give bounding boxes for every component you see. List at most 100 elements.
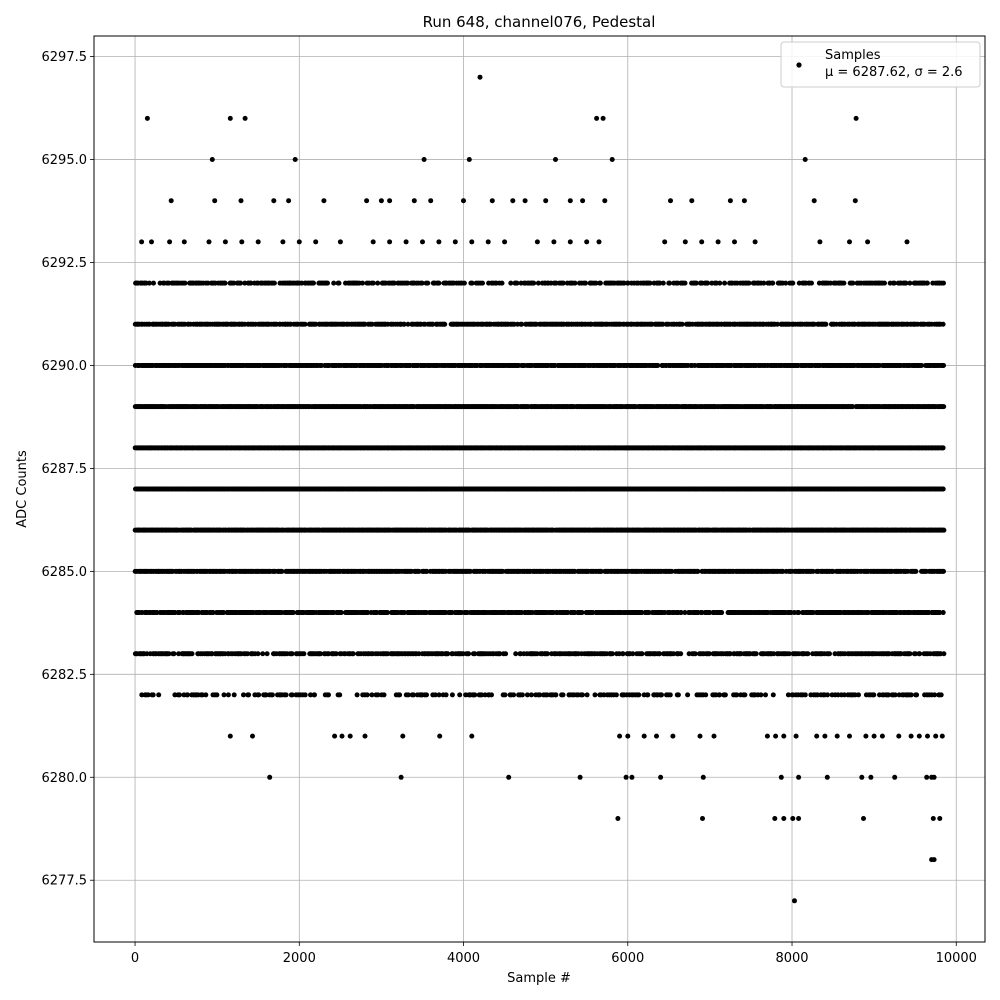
sample-point	[443, 692, 449, 698]
sample-point	[753, 651, 759, 657]
sample-point	[210, 610, 216, 616]
sample-point	[913, 651, 918, 657]
sample-point	[318, 651, 324, 657]
sample-point	[364, 692, 370, 698]
sample-point	[326, 692, 331, 698]
sample-point	[937, 610, 943, 616]
sample-point	[703, 692, 709, 698]
sample-point	[609, 651, 615, 657]
sample-point	[785, 692, 791, 698]
sample-point	[758, 692, 764, 698]
sample-point	[560, 692, 566, 698]
sample-point	[524, 692, 530, 698]
sample-point	[502, 692, 508, 698]
sample-point	[519, 692, 525, 698]
sample-point	[156, 692, 162, 698]
sample-point	[553, 692, 559, 698]
sample-point	[221, 610, 226, 616]
sample-point	[584, 692, 590, 698]
sample-point	[369, 692, 375, 698]
sample-point	[246, 692, 252, 698]
sample-point	[796, 610, 802, 616]
sample-point	[189, 651, 195, 657]
sample-point	[771, 651, 777, 657]
sample-point	[802, 692, 808, 698]
sample-point	[381, 692, 387, 698]
sample-point	[940, 610, 946, 616]
sample-point	[145, 692, 151, 698]
sample-point	[466, 651, 472, 657]
sample-point	[269, 692, 275, 698]
sample-point	[350, 651, 356, 657]
sample-point	[825, 692, 830, 698]
sample-point	[707, 610, 713, 616]
sample-point	[432, 692, 438, 698]
sample-point	[941, 568, 946, 574]
sample-point	[503, 651, 509, 657]
sample-point	[256, 692, 262, 698]
sample-point	[302, 692, 308, 698]
sample-point	[580, 692, 585, 698]
sample-point	[639, 651, 645, 657]
sample-point	[722, 692, 728, 698]
sample-point	[871, 692, 877, 698]
sample-point	[289, 692, 295, 698]
sample-point	[678, 651, 684, 657]
sample-point	[467, 568, 473, 574]
sample-point	[177, 692, 182, 698]
sample-point	[472, 692, 478, 698]
sample-point	[657, 651, 662, 657]
sample-point	[225, 692, 231, 698]
sample-point	[685, 692, 691, 698]
sample-point	[449, 692, 455, 698]
sample-point	[719, 610, 725, 616]
sample-point	[706, 651, 712, 657]
sample-point	[479, 692, 485, 698]
sample-point	[511, 692, 517, 698]
sample-point	[913, 568, 919, 574]
sample-point	[892, 692, 898, 698]
sample-point	[805, 651, 811, 657]
sample-point	[630, 651, 636, 657]
sample-point	[940, 445, 946, 451]
sample-point	[786, 651, 792, 657]
sample-point	[907, 651, 913, 657]
sample-point	[810, 568, 816, 574]
sample-point	[827, 651, 832, 657]
sample-point	[841, 692, 847, 698]
sample-point	[682, 610, 688, 616]
sample-point	[544, 651, 550, 657]
sample-point	[279, 568, 285, 574]
sample-point	[613, 692, 619, 698]
sample-point	[150, 692, 156, 698]
sample-point	[264, 651, 270, 657]
sample-point	[678, 610, 684, 616]
sample-point	[513, 651, 519, 657]
sample-point	[914, 692, 920, 698]
sample-point	[424, 692, 429, 698]
sample-point	[669, 568, 675, 574]
sample-point	[354, 692, 360, 698]
sample-point	[636, 692, 642, 698]
sample-point	[695, 568, 701, 574]
sample-point	[231, 692, 237, 698]
sample-point	[727, 651, 733, 657]
sample-point	[537, 692, 543, 698]
sample-point	[472, 651, 478, 657]
sample-point	[659, 692, 664, 698]
sample-point	[938, 692, 944, 698]
sample-point	[528, 692, 534, 698]
sample-points	[132, 74, 947, 904]
sample-point	[763, 692, 768, 698]
sample-point	[667, 692, 673, 698]
sample-point	[436, 692, 442, 698]
sample-point	[692, 651, 698, 657]
sample-point	[338, 610, 344, 616]
sample-point	[337, 692, 343, 698]
sample-point	[260, 651, 266, 657]
sample-point	[290, 610, 296, 616]
sample-point	[770, 692, 776, 698]
sample-point	[384, 610, 390, 616]
sample-point	[645, 692, 651, 698]
